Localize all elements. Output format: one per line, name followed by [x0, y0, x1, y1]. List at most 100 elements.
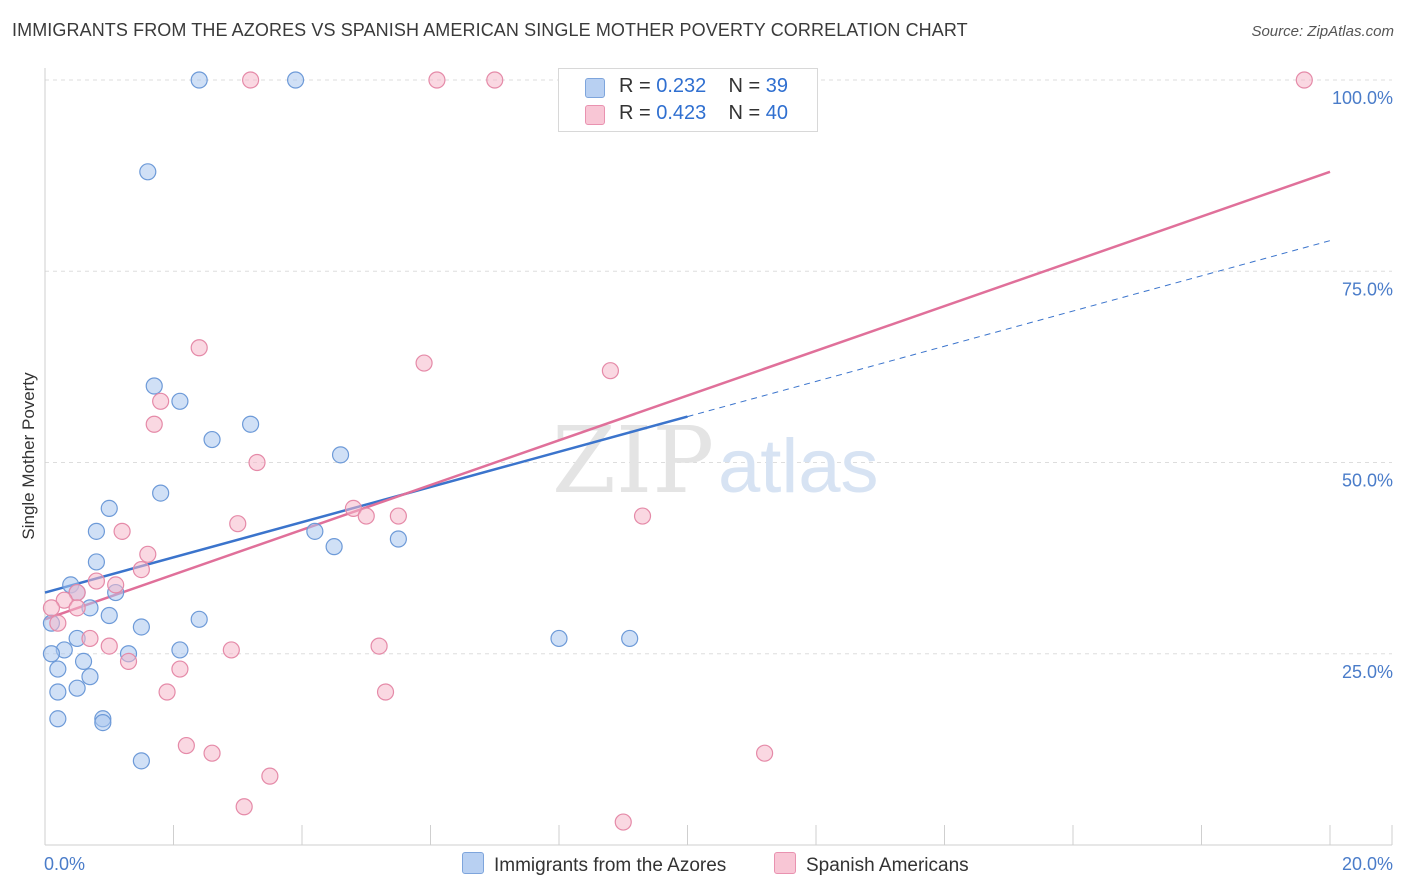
watermark-atlas: atlas [718, 424, 879, 509]
pink-data-point [42, 599, 61, 617]
x-tick-label: 20.0% [1342, 854, 1393, 874]
pink-data-point [49, 614, 67, 632]
blue-data-point [49, 683, 67, 701]
blue-data-point [171, 392, 189, 410]
bottom-legend-label-pink: Spanish Americans [806, 855, 969, 876]
legend-n-label: N = [728, 102, 761, 124]
pink-data-point [229, 515, 247, 533]
blue-data-point [87, 522, 106, 540]
blue-data-point [325, 538, 343, 556]
pink-data-point [242, 71, 260, 89]
bottom-legend-pink: Spanish Americans [774, 852, 969, 877]
pink-data-point [203, 744, 221, 762]
watermark: ZIP atlas [552, 407, 879, 514]
pink-data-point [81, 629, 99, 648]
pink-data-point [55, 591, 73, 609]
pink-data-point [415, 354, 433, 372]
legend-r-value: 0.423 [656, 102, 707, 124]
trend-layer [44, 170, 1331, 621]
pink-data-point [113, 522, 131, 540]
blue-data-point [286, 71, 305, 89]
pink-data-point [152, 392, 170, 410]
pink-data-point [139, 545, 157, 563]
pink-data-point [100, 637, 118, 655]
pink-data-point [614, 813, 632, 831]
blue-data-point [74, 652, 93, 671]
blue-data-point [49, 660, 67, 678]
pink-data-point [357, 507, 375, 525]
bottom-legend-swatch-pink [774, 852, 796, 874]
blue-data-point [621, 629, 639, 648]
blue-data-point [132, 618, 150, 636]
pink-data-point [190, 339, 208, 357]
blue-data-point [100, 606, 118, 625]
pink-data-point [171, 660, 189, 678]
pink-data-point [119, 652, 138, 671]
blue-data-point [49, 710, 67, 728]
blue-trend-line [44, 415, 688, 594]
blue-data-point [132, 752, 150, 770]
blue-data-point [87, 553, 106, 571]
pink-data-point [755, 744, 774, 762]
blue-data-point [145, 377, 163, 395]
blue-data-point [152, 484, 170, 502]
pink-data-point [633, 507, 652, 525]
legend-r-value: 0.232 [656, 75, 707, 97]
pink-data-point [344, 499, 362, 517]
grid-layer [45, 79, 1392, 655]
blue-data-point [171, 641, 189, 659]
y-axis-label: Single Mother Poverty [19, 372, 38, 540]
legend-swatch-blue [585, 78, 605, 98]
y-tick-label: 75.0% [1342, 279, 1393, 299]
blue-data-point [100, 499, 118, 517]
blue-data-point [306, 522, 324, 540]
blue-data-point [203, 430, 221, 449]
pink-trend-line [44, 170, 1331, 621]
y-tick-label: 50.0% [1342, 471, 1393, 491]
blue-data-point [81, 668, 99, 686]
blue-data-point [68, 679, 86, 697]
y-tick-label: 100.0% [1332, 88, 1393, 108]
pink-data-point [601, 362, 620, 380]
pink-data-point [145, 415, 163, 433]
legend-r-label: R = [619, 102, 651, 124]
chart-title: IMMIGRANTS FROM THE AZORES VS SPANISH AM… [12, 20, 968, 40]
legend-n-value: 39 [765, 75, 789, 97]
pink-data-point [235, 798, 253, 816]
points-layer [42, 71, 1313, 831]
pink-data-point [158, 683, 176, 701]
blue-trend-extension [687, 240, 1331, 418]
blue-data-point [94, 713, 112, 732]
bottom-legend-label-blue: Immigrants from the Azores [494, 855, 727, 876]
blue-data-point [42, 645, 61, 663]
pink-data-point [428, 71, 446, 89]
blue-data-point [389, 530, 407, 548]
blue-data-point [139, 163, 157, 181]
legend-n-value: 40 [765, 102, 789, 124]
pink-data-point [68, 599, 86, 617]
watermark-zip: ZIP [552, 407, 714, 514]
blue-data-point [242, 415, 260, 433]
pink-data-point [376, 683, 395, 701]
y-tick-label: 25.0% [1342, 662, 1393, 682]
pink-data-point [261, 767, 279, 785]
blue-data-point [331, 446, 350, 464]
correlation-legend: R = 0.232 N = 39 R = 0.423 N = 40 [558, 68, 818, 132]
pink-data-point [177, 736, 195, 755]
blue-data-point [550, 629, 568, 648]
pink-data-point [486, 71, 504, 89]
bottom-legend-blue: Immigrants from the Azores [462, 852, 726, 877]
x-tick-label: 0.0% [44, 854, 85, 874]
legend-swatch-pink [585, 105, 605, 125]
pink-data-point [132, 560, 150, 579]
blue-data-point [190, 71, 208, 89]
pink-data-point [222, 641, 240, 659]
legend-r-label: R = [619, 75, 651, 97]
pink-data-point [87, 572, 106, 590]
blue-data-point [190, 610, 208, 628]
source-credit: Source: ZipAtlas.com [1251, 23, 1394, 40]
pink-data-point [370, 637, 388, 655]
pink-data-point [389, 507, 407, 525]
pink-data-point [248, 453, 266, 472]
pink-data-point [1295, 71, 1313, 89]
